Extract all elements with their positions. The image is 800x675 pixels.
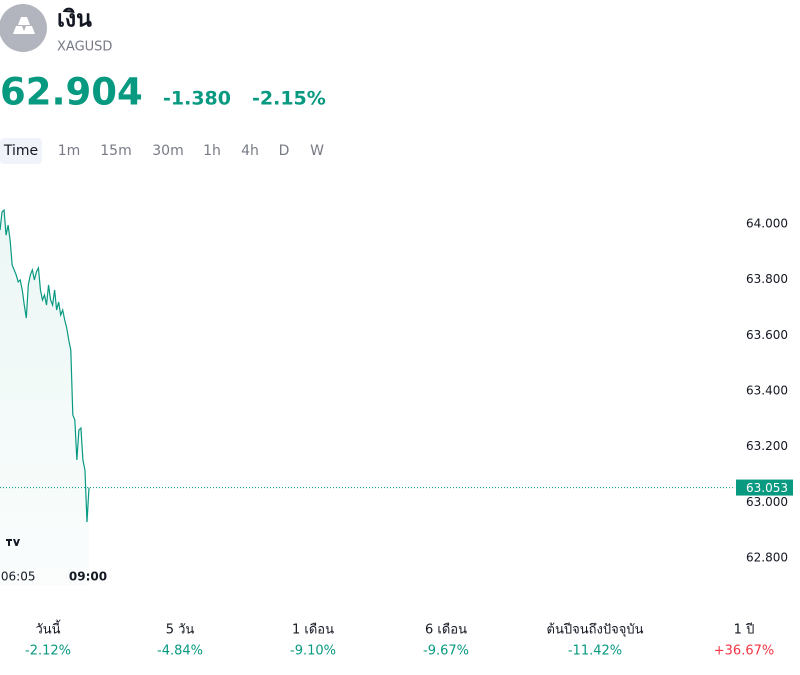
y-tick-label: 62.800 (746, 550, 788, 564)
active-tab-bg (0, 138, 42, 164)
timeframe-tab[interactable]: W (310, 143, 324, 159)
stat-value: -9.10% (290, 644, 336, 659)
timeframe-tab[interactable]: 1m (58, 143, 81, 159)
price: 62.904 (0, 71, 143, 114)
stat-value: -2.12% (25, 644, 71, 659)
stat-label[interactable]: 1 ปี (734, 622, 755, 638)
timeframe-tab[interactable]: 15m (100, 143, 131, 159)
stat-label[interactable]: วันนี้ (35, 620, 61, 638)
timeframe-tab[interactable]: Time (3, 143, 38, 159)
bars-icon (13, 17, 35, 34)
timeframe-tab[interactable]: D (279, 143, 290, 159)
stat-label[interactable]: 1 เดือน (292, 622, 334, 638)
stat-label[interactable]: 6 เดือน (425, 622, 467, 638)
price-line (0, 208, 90, 523)
area (0, 210, 89, 586)
y-tick-label: 63.800 (746, 272, 788, 286)
change: -1.380 (163, 88, 231, 110)
y-tick-label: 63.600 (746, 328, 788, 342)
timeframe-tab[interactable]: 4h (241, 143, 259, 159)
stat-value: -9.67% (423, 644, 469, 659)
y-tick-label: 63.000 (746, 495, 788, 509)
timeframe-tab[interactable]: 1h (203, 143, 221, 159)
last-price-box (736, 479, 793, 496)
last-price-label: 63.053 (746, 481, 788, 495)
symbol-code: XAGUSD (57, 40, 112, 55)
stat-value: -4.84% (157, 644, 203, 659)
change-percent: -2.15% (252, 88, 326, 110)
symbol-title: เงิน (57, 7, 92, 33)
y-tick-label: 63.400 (746, 384, 788, 398)
stat-label[interactable]: ต้นปีจนถึงปัจจุบัน (547, 622, 644, 638)
symbol-icon (0, 4, 47, 52)
timeframe-tab[interactable]: 30m (152, 143, 183, 159)
stat-value: -11.42% (568, 644, 622, 659)
stat-value: +36.67% (714, 644, 774, 659)
stat-label[interactable]: 5 วัน (166, 623, 195, 638)
y-tick-label: 64.000 (746, 217, 788, 231)
y-tick-label: 63.200 (746, 439, 788, 453)
